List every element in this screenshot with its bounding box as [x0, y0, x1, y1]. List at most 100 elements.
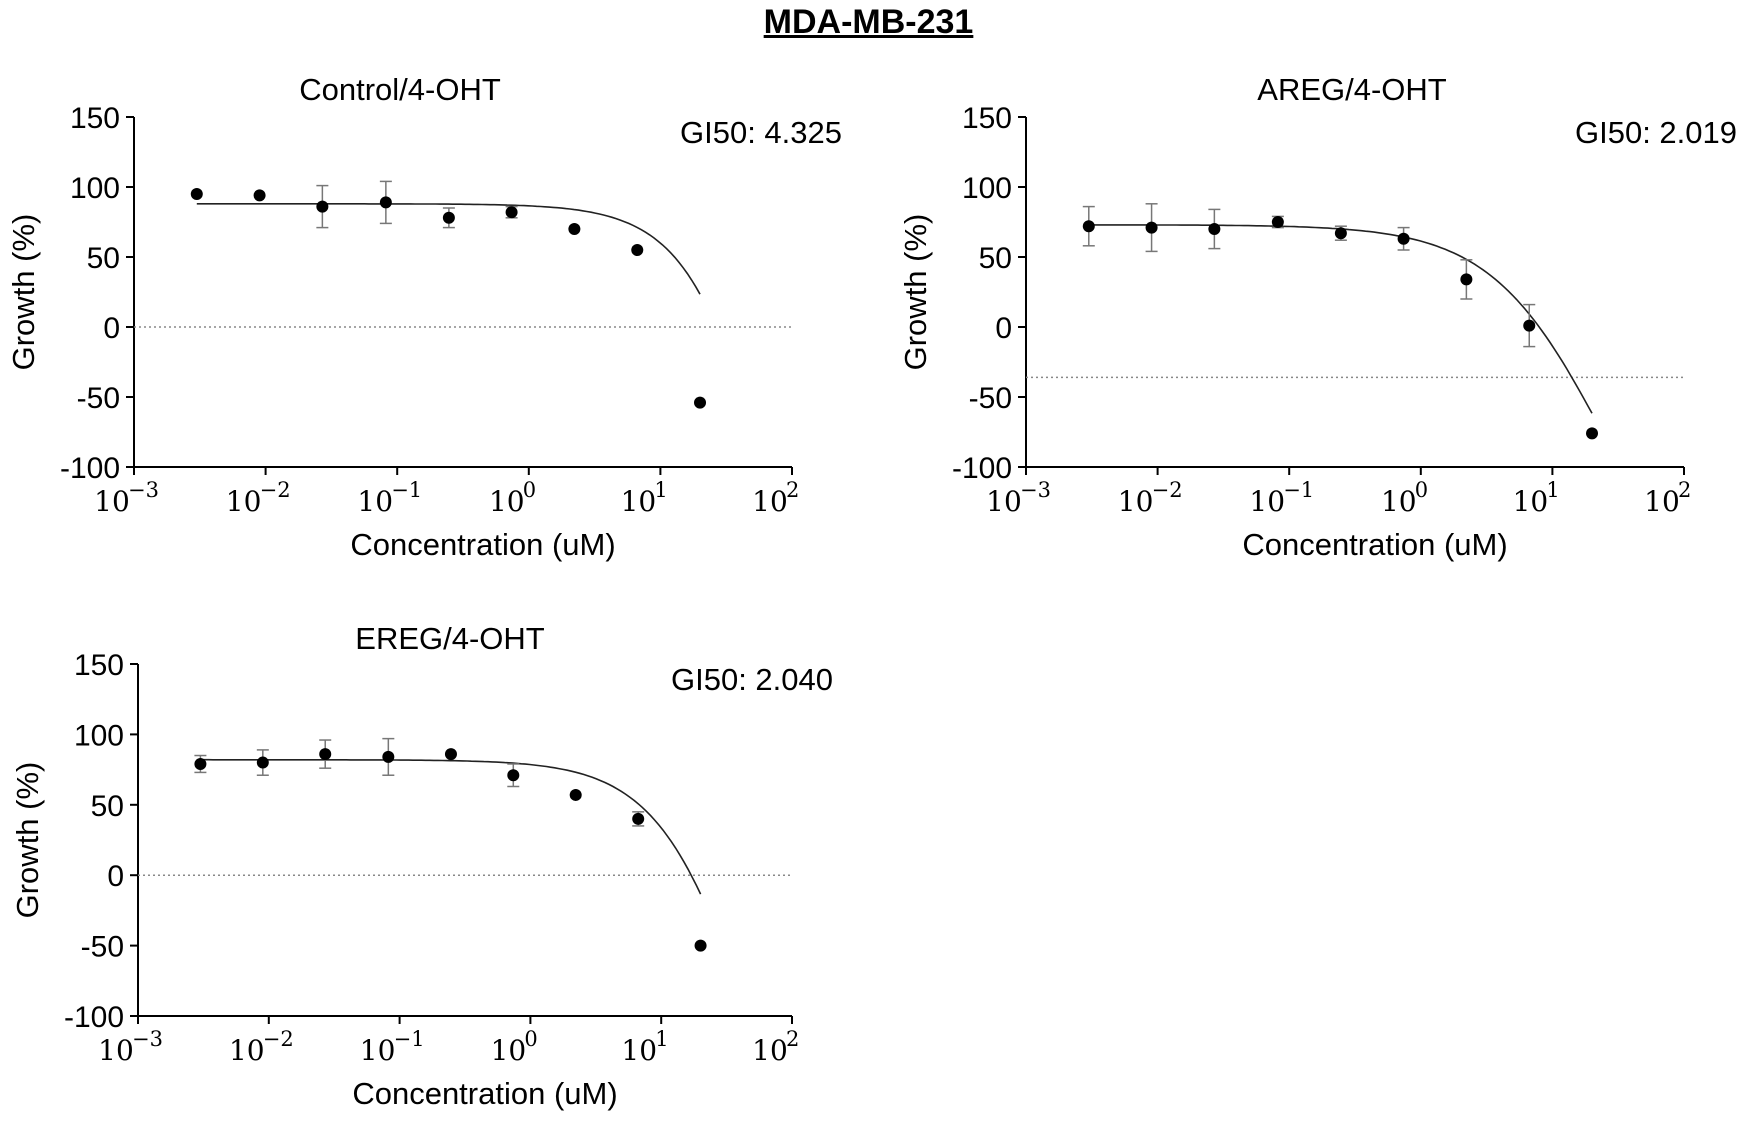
- gi50-annotation: GI50: 2.040: [671, 662, 833, 697]
- data-point: [253, 189, 266, 202]
- x-axis-label: Concentration (uM): [350, 527, 615, 562]
- x-tick-label: 10: [360, 1034, 396, 1067]
- data-point: [444, 748, 457, 761]
- data-point: [190, 188, 203, 200]
- y-tick-label: -50: [77, 382, 120, 415]
- error-bar: [442, 207, 455, 229]
- y-tick-label: 0: [107, 860, 124, 893]
- x-tick-exponent: 2: [786, 1027, 799, 1051]
- x-tick-exponent: −3: [1020, 478, 1051, 502]
- error-bar: [507, 763, 520, 788]
- data-point: [1334, 227, 1347, 240]
- data-point: [1460, 273, 1473, 286]
- x-tick-label: 10: [491, 1034, 527, 1067]
- data-point: [694, 939, 707, 952]
- error-bar: [379, 180, 392, 225]
- data-point: [569, 788, 582, 801]
- x-tick-exponent: 1: [655, 1027, 668, 1051]
- error-bar: [1397, 226, 1410, 251]
- x-tick-label: 10: [1644, 485, 1680, 518]
- error-bar: [256, 749, 269, 776]
- x-tick-label: 10: [621, 1034, 657, 1067]
- x-tick-label: 10: [226, 485, 262, 518]
- x-tick-exponent: −2: [1152, 478, 1183, 502]
- data-point: [1082, 220, 1095, 233]
- x-tick-exponent: −2: [260, 478, 291, 502]
- y-tick-label: 150: [74, 649, 124, 682]
- x-tick-exponent: −3: [128, 478, 159, 502]
- error-bar: [1145, 203, 1158, 253]
- x-tick-exponent: −1: [1283, 478, 1314, 502]
- data-point: [694, 396, 707, 409]
- x-tick-label: 10: [1381, 485, 1417, 518]
- y-tick-label: 50: [979, 242, 1012, 275]
- y-tick-label: -100: [952, 452, 1012, 485]
- x-tick-exponent: −1: [391, 478, 422, 502]
- data-point: [316, 200, 329, 213]
- y-tick-label: 0: [995, 312, 1012, 345]
- data-point: [632, 812, 645, 825]
- fit-curve: [200, 758, 702, 895]
- y-axis-label: Growth (%): [10, 762, 45, 919]
- data-point: [505, 206, 518, 219]
- x-tick-exponent: −1: [394, 1027, 425, 1051]
- fit-curve: [1088, 224, 1593, 414]
- x-tick-label: 10: [357, 485, 393, 518]
- y-tick-label: -50: [81, 931, 124, 964]
- y-tick-label: 150: [70, 102, 120, 135]
- y-tick-label: 100: [70, 172, 120, 205]
- x-tick-label: 10: [752, 485, 788, 518]
- x-tick-label: 10: [489, 485, 525, 518]
- error-bar: [194, 754, 207, 774]
- y-tick-label: 50: [91, 790, 124, 823]
- x-tick-label: 10: [621, 485, 657, 518]
- y-tick-label: -100: [64, 1001, 124, 1034]
- y-tick-label: 0: [103, 312, 120, 345]
- data-point: [194, 757, 207, 770]
- gi50-annotation: GI50: 4.325: [680, 115, 842, 150]
- x-tick-label: 10: [1249, 485, 1285, 518]
- x-axis-label: Concentration (uM): [1242, 527, 1507, 562]
- error-bar: [382, 737, 395, 776]
- data-point: [1208, 223, 1221, 235]
- y-tick-label: -50: [969, 382, 1012, 415]
- chart-title: Control/4-OHT: [299, 72, 501, 107]
- data-point: [1271, 216, 1284, 228]
- error-bar: [1460, 259, 1473, 300]
- y-axis-label: Growth (%): [898, 214, 933, 371]
- data-point: [1523, 319, 1536, 332]
- y-tick-label: 50: [87, 242, 120, 275]
- y-tick-label: -100: [60, 452, 120, 485]
- data-point: [256, 756, 269, 769]
- x-tick-exponent: 2: [1678, 478, 1691, 502]
- error-bar: [1271, 215, 1284, 229]
- x-tick-exponent: 0: [1415, 478, 1428, 502]
- error-bar: [1208, 208, 1221, 250]
- error-bar: [319, 739, 332, 769]
- x-tick-label: 10: [98, 1034, 134, 1067]
- y-tick-label: 150: [962, 102, 1012, 135]
- x-tick-label: 10: [229, 1034, 265, 1067]
- data-point: [1586, 427, 1599, 440]
- error-bar: [1082, 205, 1095, 247]
- chart-title: AREG/4-OHT: [1257, 72, 1447, 107]
- x-tick-label: 10: [94, 485, 130, 518]
- x-tick-exponent: 0: [523, 478, 536, 502]
- fit-curve: [196, 203, 701, 295]
- x-tick-exponent: −3: [132, 1027, 163, 1051]
- data-point: [1145, 221, 1158, 234]
- x-tick-label: 10: [1118, 485, 1154, 518]
- figure-title: MDA-MB-231: [763, 3, 974, 41]
- data-point: [631, 244, 644, 256]
- x-tick-exponent: 1: [654, 478, 667, 502]
- x-tick-label: 10: [752, 1034, 788, 1067]
- data-point: [507, 769, 520, 782]
- x-tick-label: 10: [1513, 485, 1549, 518]
- error-bar: [1523, 303, 1536, 348]
- gi50-annotation: GI50: 2.019: [1575, 115, 1737, 150]
- data-point: [382, 750, 395, 763]
